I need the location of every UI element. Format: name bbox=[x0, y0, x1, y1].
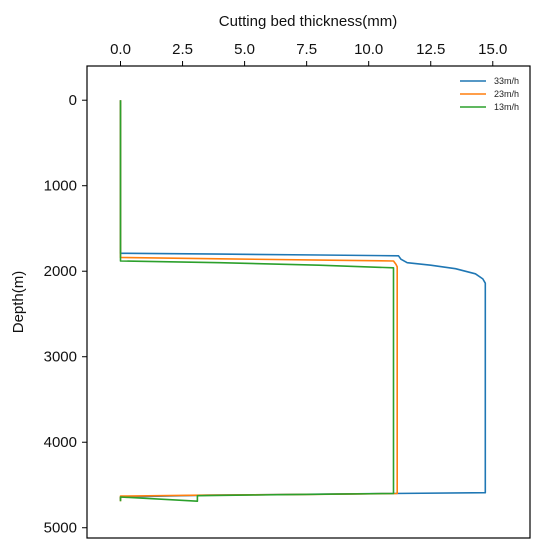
x-tick-label: 2.5 bbox=[172, 41, 193, 58]
y-axis-title: Depth(m) bbox=[10, 271, 27, 334]
plot-frame bbox=[86, 65, 531, 539]
series-line-2 bbox=[119, 100, 398, 502]
y-tick-label: 0 bbox=[69, 92, 77, 109]
y-tick-label: 2000 bbox=[44, 263, 77, 280]
legend-label: 13m/h bbox=[494, 102, 519, 112]
y-tick-label: 1000 bbox=[44, 178, 77, 195]
series-line-3 bbox=[119, 100, 395, 502]
series-line-1 bbox=[119, 100, 487, 500]
x-axis-ticks: 0.0 2.5 5.0 7.5 10.0 12.5 15.0 bbox=[110, 41, 507, 66]
y-tick-label: 4000 bbox=[44, 434, 77, 451]
x-tick-label: 7.5 bbox=[296, 41, 317, 58]
legend-label: 23m/h bbox=[494, 89, 519, 99]
x-tick-label: 15.0 bbox=[478, 41, 507, 58]
series-lines bbox=[119, 100, 487, 502]
y-tick-label: 5000 bbox=[44, 520, 77, 537]
x-tick-label: 0.0 bbox=[110, 41, 131, 58]
legend: 33m/h 23m/h 13m/h bbox=[460, 76, 519, 112]
y-tick-label: 3000 bbox=[44, 349, 77, 366]
x-tick-label: 10.0 bbox=[354, 41, 383, 58]
x-tick-label: 12.5 bbox=[416, 41, 445, 58]
legend-label: 33m/h bbox=[494, 76, 519, 86]
x-axis-title: Cutting bed thickness(mm) bbox=[219, 13, 397, 30]
x-tick-label: 5.0 bbox=[234, 41, 255, 58]
y-axis-ticks: 0 1000 2000 3000 4000 5000 bbox=[44, 92, 87, 537]
